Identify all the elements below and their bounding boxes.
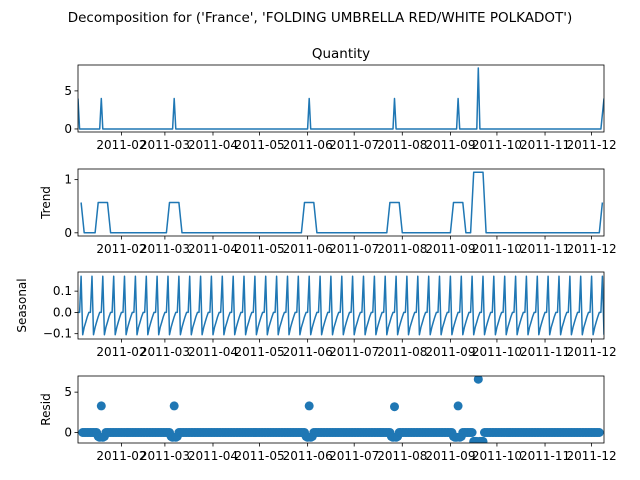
- y-axis-label: Seasonal: [15, 278, 29, 332]
- y-tick-label: 5: [64, 385, 72, 399]
- series-line: [80, 171, 604, 234]
- x-tick-label: 2011-07: [329, 138, 379, 152]
- y-tick-label: −0.1: [43, 327, 72, 341]
- x-tick-label: 2011-10: [472, 345, 522, 359]
- y-tick-label: 0.1: [53, 284, 72, 298]
- x-tick-label: 2011-08: [377, 242, 427, 256]
- axes-frame: [77, 64, 605, 133]
- x-tick-label: 2011-12: [567, 242, 617, 256]
- x-tick-label: 2011-06: [283, 449, 333, 463]
- y-tick-label: 0: [64, 226, 72, 240]
- plot-area: [78, 376, 604, 443]
- plot-area: [78, 67, 604, 130]
- x-tick-label: 2011-05: [234, 138, 284, 152]
- x-tick-label: 2011-06: [283, 242, 333, 256]
- figure-suptitle: Decomposition for ('France', 'FOLDING UM…: [68, 10, 573, 26]
- x-tick-label: 2011-07: [329, 449, 379, 463]
- x-tick-label: 2011-05: [234, 242, 284, 256]
- x-tick-label: 2011-06: [283, 138, 333, 152]
- resid-point-outlier: [453, 401, 463, 411]
- panel-2: 012011-022011-032011-042011-052011-06201…: [39, 168, 617, 256]
- x-tick-label: 2011-03: [140, 345, 190, 359]
- x-tick-label: 2011-08: [377, 138, 427, 152]
- panels: 052011-022011-032011-042011-052011-06201…: [15, 46, 617, 463]
- x-tick-label: 2011-10: [472, 138, 522, 152]
- seasonal-line: [78, 275, 604, 336]
- panel-4: 052011-022011-032011-042011-052011-06201…: [39, 375, 617, 463]
- x-tick-label: 2011-12: [567, 449, 617, 463]
- resid-point: [467, 428, 477, 437]
- x-tick-label: 2011-07: [329, 242, 379, 256]
- series-line: [78, 67, 604, 130]
- x-tick-label: 2011-02: [96, 345, 146, 359]
- plot-area: [80, 171, 604, 234]
- resid-point-outlier: [96, 401, 106, 411]
- resid-point-outlier: [478, 436, 488, 443]
- x-tick-label: 2011-04: [188, 449, 238, 463]
- x-tick-label: 2011-10: [472, 449, 522, 463]
- resid-point-outlier: [169, 401, 179, 411]
- resid-point: [594, 428, 604, 437]
- resid-point-outlier: [304, 401, 314, 411]
- axes-frame: [77, 271, 605, 340]
- x-tick-label: 2011-02: [96, 242, 146, 256]
- x-tick-label: 2011-05: [234, 449, 284, 463]
- axes-frame: [77, 168, 605, 237]
- x-tick-label: 2011-09: [425, 449, 475, 463]
- x-tick-label: 2011-10: [472, 242, 522, 256]
- y-tick-label: 0.0: [53, 305, 72, 319]
- x-tick-label: 2011-09: [425, 242, 475, 256]
- y-tick-label: 5: [64, 84, 72, 98]
- y-tick-label: 0: [64, 426, 72, 440]
- y-axis-label: Resid: [39, 393, 53, 425]
- x-tick-label: 2011-11: [520, 345, 570, 359]
- panel-1: 052011-022011-032011-042011-052011-06201…: [64, 46, 616, 152]
- x-tick-label: 2011-11: [520, 138, 570, 152]
- x-tick-label: 2011-08: [377, 345, 427, 359]
- x-tick-label: 2011-08: [377, 449, 427, 463]
- x-tick-label: 2011-02: [96, 138, 146, 152]
- x-tick-label: 2011-03: [140, 449, 190, 463]
- y-tick-label: 0: [64, 122, 72, 136]
- x-tick-label: 2011-09: [425, 345, 475, 359]
- y-tick-label: 1: [64, 173, 72, 187]
- x-tick-label: 2011-04: [188, 242, 238, 256]
- resid-point-outlier: [473, 376, 483, 384]
- x-tick-label: 2011-12: [567, 138, 617, 152]
- x-tick-label: 2011-09: [425, 138, 475, 152]
- plot-area: [78, 275, 604, 336]
- x-tick-label: 2011-11: [520, 449, 570, 463]
- x-tick-label: 2011-12: [567, 345, 617, 359]
- y-axis-label: Trend: [39, 186, 53, 220]
- x-tick-label: 2011-04: [188, 138, 238, 152]
- axes-frame: [77, 375, 605, 444]
- x-tick-label: 2011-11: [520, 242, 570, 256]
- x-tick-label: 2011-06: [283, 345, 333, 359]
- x-tick-label: 2011-07: [329, 345, 379, 359]
- x-tick-label: 2011-03: [140, 138, 190, 152]
- x-tick-label: 2011-02: [96, 449, 146, 463]
- x-tick-label: 2011-03: [140, 242, 190, 256]
- resid-point-outlier: [390, 402, 399, 412]
- x-tick-label: 2011-05: [234, 345, 284, 359]
- panel-title: Quantity: [312, 46, 370, 62]
- panel-3: −0.10.00.12011-022011-032011-042011-0520…: [15, 271, 617, 359]
- x-tick-label: 2011-04: [188, 345, 238, 359]
